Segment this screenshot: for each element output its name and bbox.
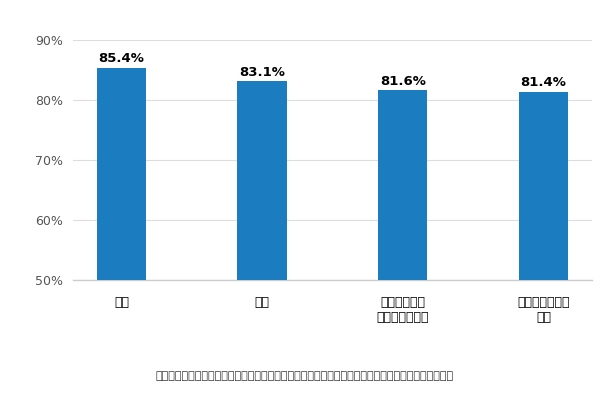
Text: 85.4%: 85.4% bbox=[98, 52, 145, 65]
Text: 81.4%: 81.4% bbox=[520, 76, 567, 89]
Bar bbox=[97, 68, 146, 400]
Text: 《　病院に行かない人の割合（半年以上の長期不調症状保有認識者の「最も気になる症状別」）　》: 《 病院に行かない人の割合（半年以上の長期不調症状保有認識者の「最も気になる症状… bbox=[156, 371, 454, 381]
Text: 83.1%: 83.1% bbox=[239, 66, 285, 79]
Bar bbox=[237, 82, 287, 400]
Bar bbox=[378, 90, 428, 400]
Bar bbox=[519, 92, 568, 400]
Text: 81.6%: 81.6% bbox=[380, 75, 426, 88]
